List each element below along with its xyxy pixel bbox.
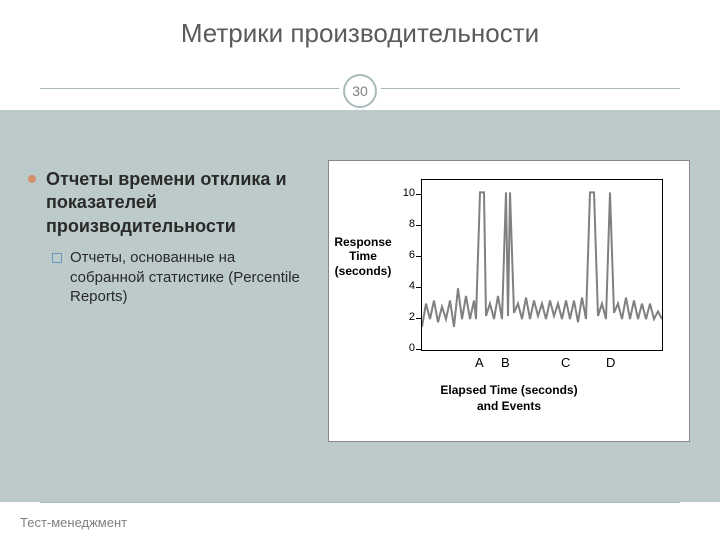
slide: Метрики производительности 30 Отчеты вре… bbox=[0, 0, 720, 540]
x-axis-label-l1: Elapsed Time (seconds) bbox=[440, 383, 577, 397]
data-line bbox=[422, 192, 662, 326]
page-number-badge: 30 bbox=[343, 74, 377, 108]
bullet-sub-text: Отчеты, основанные на собранной статисти… bbox=[70, 248, 308, 307]
x-event-label: D bbox=[606, 355, 615, 370]
x-axis-label: Elapsed Time (seconds) and Events bbox=[329, 383, 689, 414]
response-time-chart: Response Time (seconds) 0 2 4 6 8 10 A B C D Ela… bbox=[328, 160, 690, 442]
y-tick-label: 8 bbox=[395, 218, 415, 230]
y-axis-label-l1: Response bbox=[334, 235, 391, 249]
y-tick-label: 4 bbox=[395, 280, 415, 292]
y-tick-mark bbox=[416, 349, 421, 350]
y-tick-label: 2 bbox=[395, 311, 415, 323]
body: Отчеты времени отклика и показателей про… bbox=[0, 110, 720, 502]
footer-text: Тест-менеджмент bbox=[20, 515, 127, 530]
bullet-main-text: Отчеты времени отклика и показателей про… bbox=[46, 168, 308, 238]
y-tick-mark bbox=[416, 287, 421, 288]
text-column: Отчеты времени отклика и показателей про… bbox=[28, 168, 308, 307]
plot-area bbox=[421, 179, 663, 351]
y-tick-mark bbox=[416, 256, 421, 257]
y-axis-label: Response Time (seconds) bbox=[331, 235, 395, 278]
header: Метрики производительности 30 bbox=[0, 0, 720, 110]
y-axis-label-l3: (seconds) bbox=[335, 264, 392, 278]
square-bullet-icon bbox=[52, 253, 62, 263]
bullet-sub-row: Отчеты, основанные на собранной статисти… bbox=[52, 248, 308, 307]
bullet-main-row: Отчеты времени отклика и показателей про… bbox=[28, 168, 308, 238]
y-axis-label-l2: Time bbox=[349, 249, 377, 263]
x-event-label: B bbox=[501, 355, 510, 370]
x-axis-label-l2: and Events bbox=[477, 399, 541, 413]
footer: Тест-менеджмент bbox=[0, 502, 720, 540]
bullet-icon bbox=[28, 175, 36, 183]
y-tick-label: 6 bbox=[395, 249, 415, 261]
y-tick-mark bbox=[416, 318, 421, 319]
y-tick-label: 10 bbox=[395, 187, 415, 199]
page-title: Метрики производительности bbox=[0, 18, 720, 49]
x-event-label: A bbox=[475, 355, 484, 370]
footer-divider bbox=[40, 502, 680, 503]
y-tick-mark bbox=[416, 225, 421, 226]
x-event-label: C bbox=[561, 355, 570, 370]
y-tick-mark bbox=[416, 194, 421, 195]
y-tick-label: 0 bbox=[395, 342, 415, 354]
